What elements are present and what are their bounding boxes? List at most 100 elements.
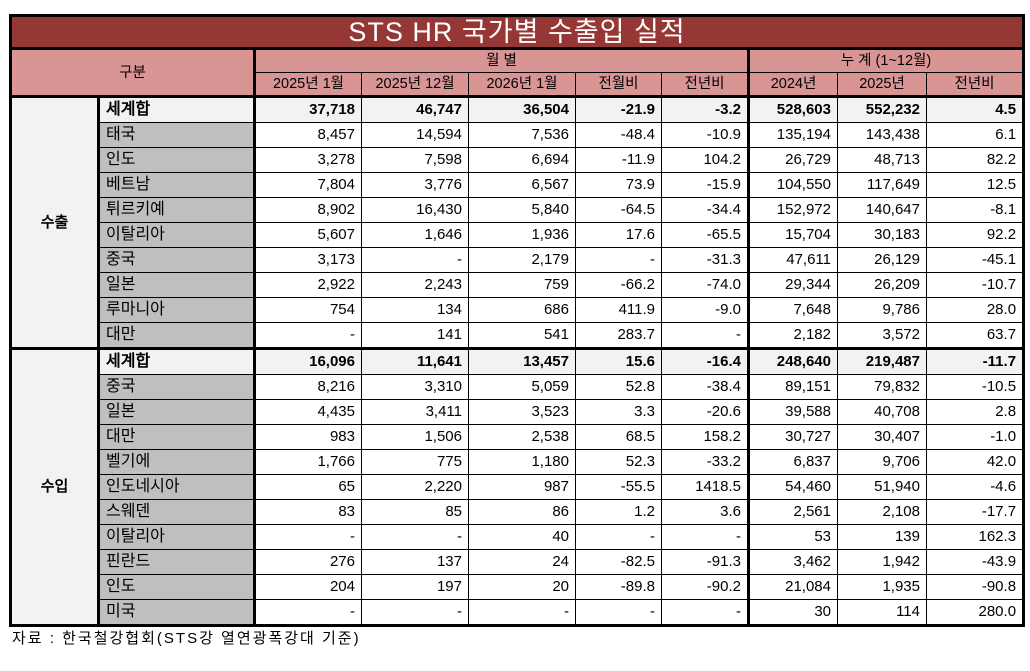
- value-cell: 134: [361, 297, 469, 323]
- value-cell: 7,648: [748, 297, 838, 323]
- value-cell: 528,603: [748, 95, 838, 123]
- value-cell: 140,647: [837, 197, 927, 223]
- value-cell: 92.2: [925, 222, 1026, 248]
- value-cell: -11.7: [925, 347, 1026, 375]
- value-cell: 40,708: [837, 399, 927, 425]
- value-cell: 3,462: [748, 549, 838, 575]
- table-body: 수출 세계합 37,718 46,747 36,504 -21.9 -3.2 528,603 5…: [9, 95, 1026, 627]
- value-cell: 15.6: [575, 347, 662, 375]
- value-cell: 5,607: [254, 222, 362, 248]
- value-cell: -21.9: [575, 95, 662, 123]
- header-monthly: 월 별: [254, 48, 750, 73]
- value-cell: 1,935: [837, 574, 927, 600]
- value-cell: 3.6: [661, 499, 750, 525]
- value-cell: -15.9: [661, 172, 750, 198]
- value-cell: -8.1: [925, 197, 1026, 223]
- value-cell: 104.2: [661, 147, 750, 173]
- value-cell: 3,278: [254, 147, 362, 173]
- value-cell: 2,922: [254, 272, 362, 298]
- value-cell: -90.8: [925, 574, 1026, 600]
- value-cell: 16,096: [254, 347, 362, 375]
- col-header: 2026년 1월: [468, 72, 576, 97]
- value-cell: -1.0: [925, 424, 1026, 450]
- value-cell: 1,766: [254, 449, 362, 475]
- value-cell: -11.9: [575, 147, 662, 173]
- value-cell: 36,504: [468, 95, 576, 123]
- value-cell: -90.2: [661, 574, 750, 600]
- value-cell: 248,640: [748, 347, 838, 375]
- value-cell: 86: [468, 499, 576, 525]
- country-name: 루마니아: [98, 297, 256, 323]
- value-cell: 37,718: [254, 95, 362, 123]
- value-cell: 4,435: [254, 399, 362, 425]
- value-cell: 8,902: [254, 197, 362, 223]
- value-cell: 3,776: [361, 172, 469, 198]
- value-cell: 3,572: [837, 322, 927, 350]
- value-cell: 42.0: [925, 449, 1026, 475]
- table-row: 이탈리아 - -40- -53 139 162.3: [11, 524, 1026, 550]
- country-name: 인도: [98, 574, 256, 600]
- value-cell: -33.2: [661, 449, 750, 475]
- table-row: 일본 4,435 3,411 3,523 3.3 -20.6 39,588 40,708 2.8: [11, 399, 1026, 425]
- country-name: 미국: [98, 599, 256, 627]
- value-cell: 135,194: [748, 122, 838, 148]
- total-row: 수입 세계합 16,096 11,641 13,457 15.6 -16.4 248,640 2…: [9, 347, 1026, 627]
- value-cell: 5,059: [468, 374, 576, 400]
- value-cell: -: [361, 524, 469, 550]
- value-cell: -48.4: [575, 122, 662, 148]
- value-cell: -38.4: [661, 374, 750, 400]
- value-cell: 79,832: [837, 374, 927, 400]
- value-cell: 52.8: [575, 374, 662, 400]
- value-cell: 162.3: [925, 524, 1026, 550]
- value-cell: 2,182: [748, 322, 838, 350]
- country-name: 일본: [98, 399, 256, 425]
- value-cell: -16.4: [661, 347, 750, 375]
- value-cell: 24: [468, 549, 576, 575]
- value-cell: 137: [361, 549, 469, 575]
- value-cell: -31.3: [661, 247, 750, 273]
- value-cell: 9,706: [837, 449, 927, 475]
- value-cell: 65: [254, 474, 362, 500]
- value-cell: -: [661, 599, 750, 627]
- trade-table-container: STS HR 국가별 수출입 실적 구분 월 별 누 계 (1~12월) 202…: [8, 14, 1026, 648]
- value-cell: 6.1: [925, 122, 1026, 148]
- value-cell: 2,561: [748, 499, 838, 525]
- source-note: 자료 : 한국철강협회(STS강 열연광폭강대 기준): [12, 630, 361, 647]
- value-cell: 83: [254, 499, 362, 525]
- col-header: 2025년 1월: [254, 72, 362, 97]
- value-cell: 983: [254, 424, 362, 450]
- value-cell: 30,727: [748, 424, 838, 450]
- table-row: 인도 3,278 7,598 6,694 -11.9 104.2 26,729 48,713 8…: [11, 147, 1026, 173]
- value-cell: -: [254, 524, 362, 550]
- table-row: 벨기에 1,766 775 1,180 52.3 -33.2 6,837 9,706 42.0: [11, 449, 1026, 475]
- value-cell: -: [575, 599, 662, 627]
- group-label: 수출: [9, 95, 100, 350]
- value-cell: 52.3: [575, 449, 662, 475]
- table-row: 미국 - - - - -30 114 280.0: [11, 599, 1026, 627]
- value-cell: 1,506: [361, 424, 469, 450]
- value-cell: 158.2: [661, 424, 750, 450]
- value-cell: 3.3: [575, 399, 662, 425]
- value-cell: 8,457: [254, 122, 362, 148]
- value-cell: 152,972: [748, 197, 838, 223]
- value-cell: 85: [361, 499, 469, 525]
- value-cell: -64.5: [575, 197, 662, 223]
- value-cell: -10.9: [661, 122, 750, 148]
- country-name: 태국: [98, 122, 256, 148]
- value-cell: 2,220: [361, 474, 469, 500]
- value-cell: 28.0: [925, 297, 1026, 323]
- value-cell: 21,084: [748, 574, 838, 600]
- table-row: 튀르키예 8,902 16,430 5,840 -64.5 -34.4 152,972 140…: [11, 197, 1026, 223]
- value-cell: -: [468, 599, 576, 627]
- value-cell: 6,837: [748, 449, 838, 475]
- table-row: 루마니아 754 134 686 411.9 -9.0 7,648 9,786 28.0: [11, 297, 1026, 323]
- value-cell: 3,173: [254, 247, 362, 273]
- value-cell: 51,940: [837, 474, 927, 500]
- table-row: 대만 983 1,506 2,538 68.5 158.2 30,727 30,407 -1.0: [11, 424, 1026, 450]
- country-name: 이탈리아: [98, 222, 256, 248]
- value-cell: 2,243: [361, 272, 469, 298]
- value-cell: 552,232: [837, 95, 927, 123]
- country-name: 중국: [98, 374, 256, 400]
- value-cell: 541: [468, 322, 576, 350]
- table-row: 중국 3,173-2,179- -31.3 47,611 26,129 -45.1: [11, 247, 1026, 273]
